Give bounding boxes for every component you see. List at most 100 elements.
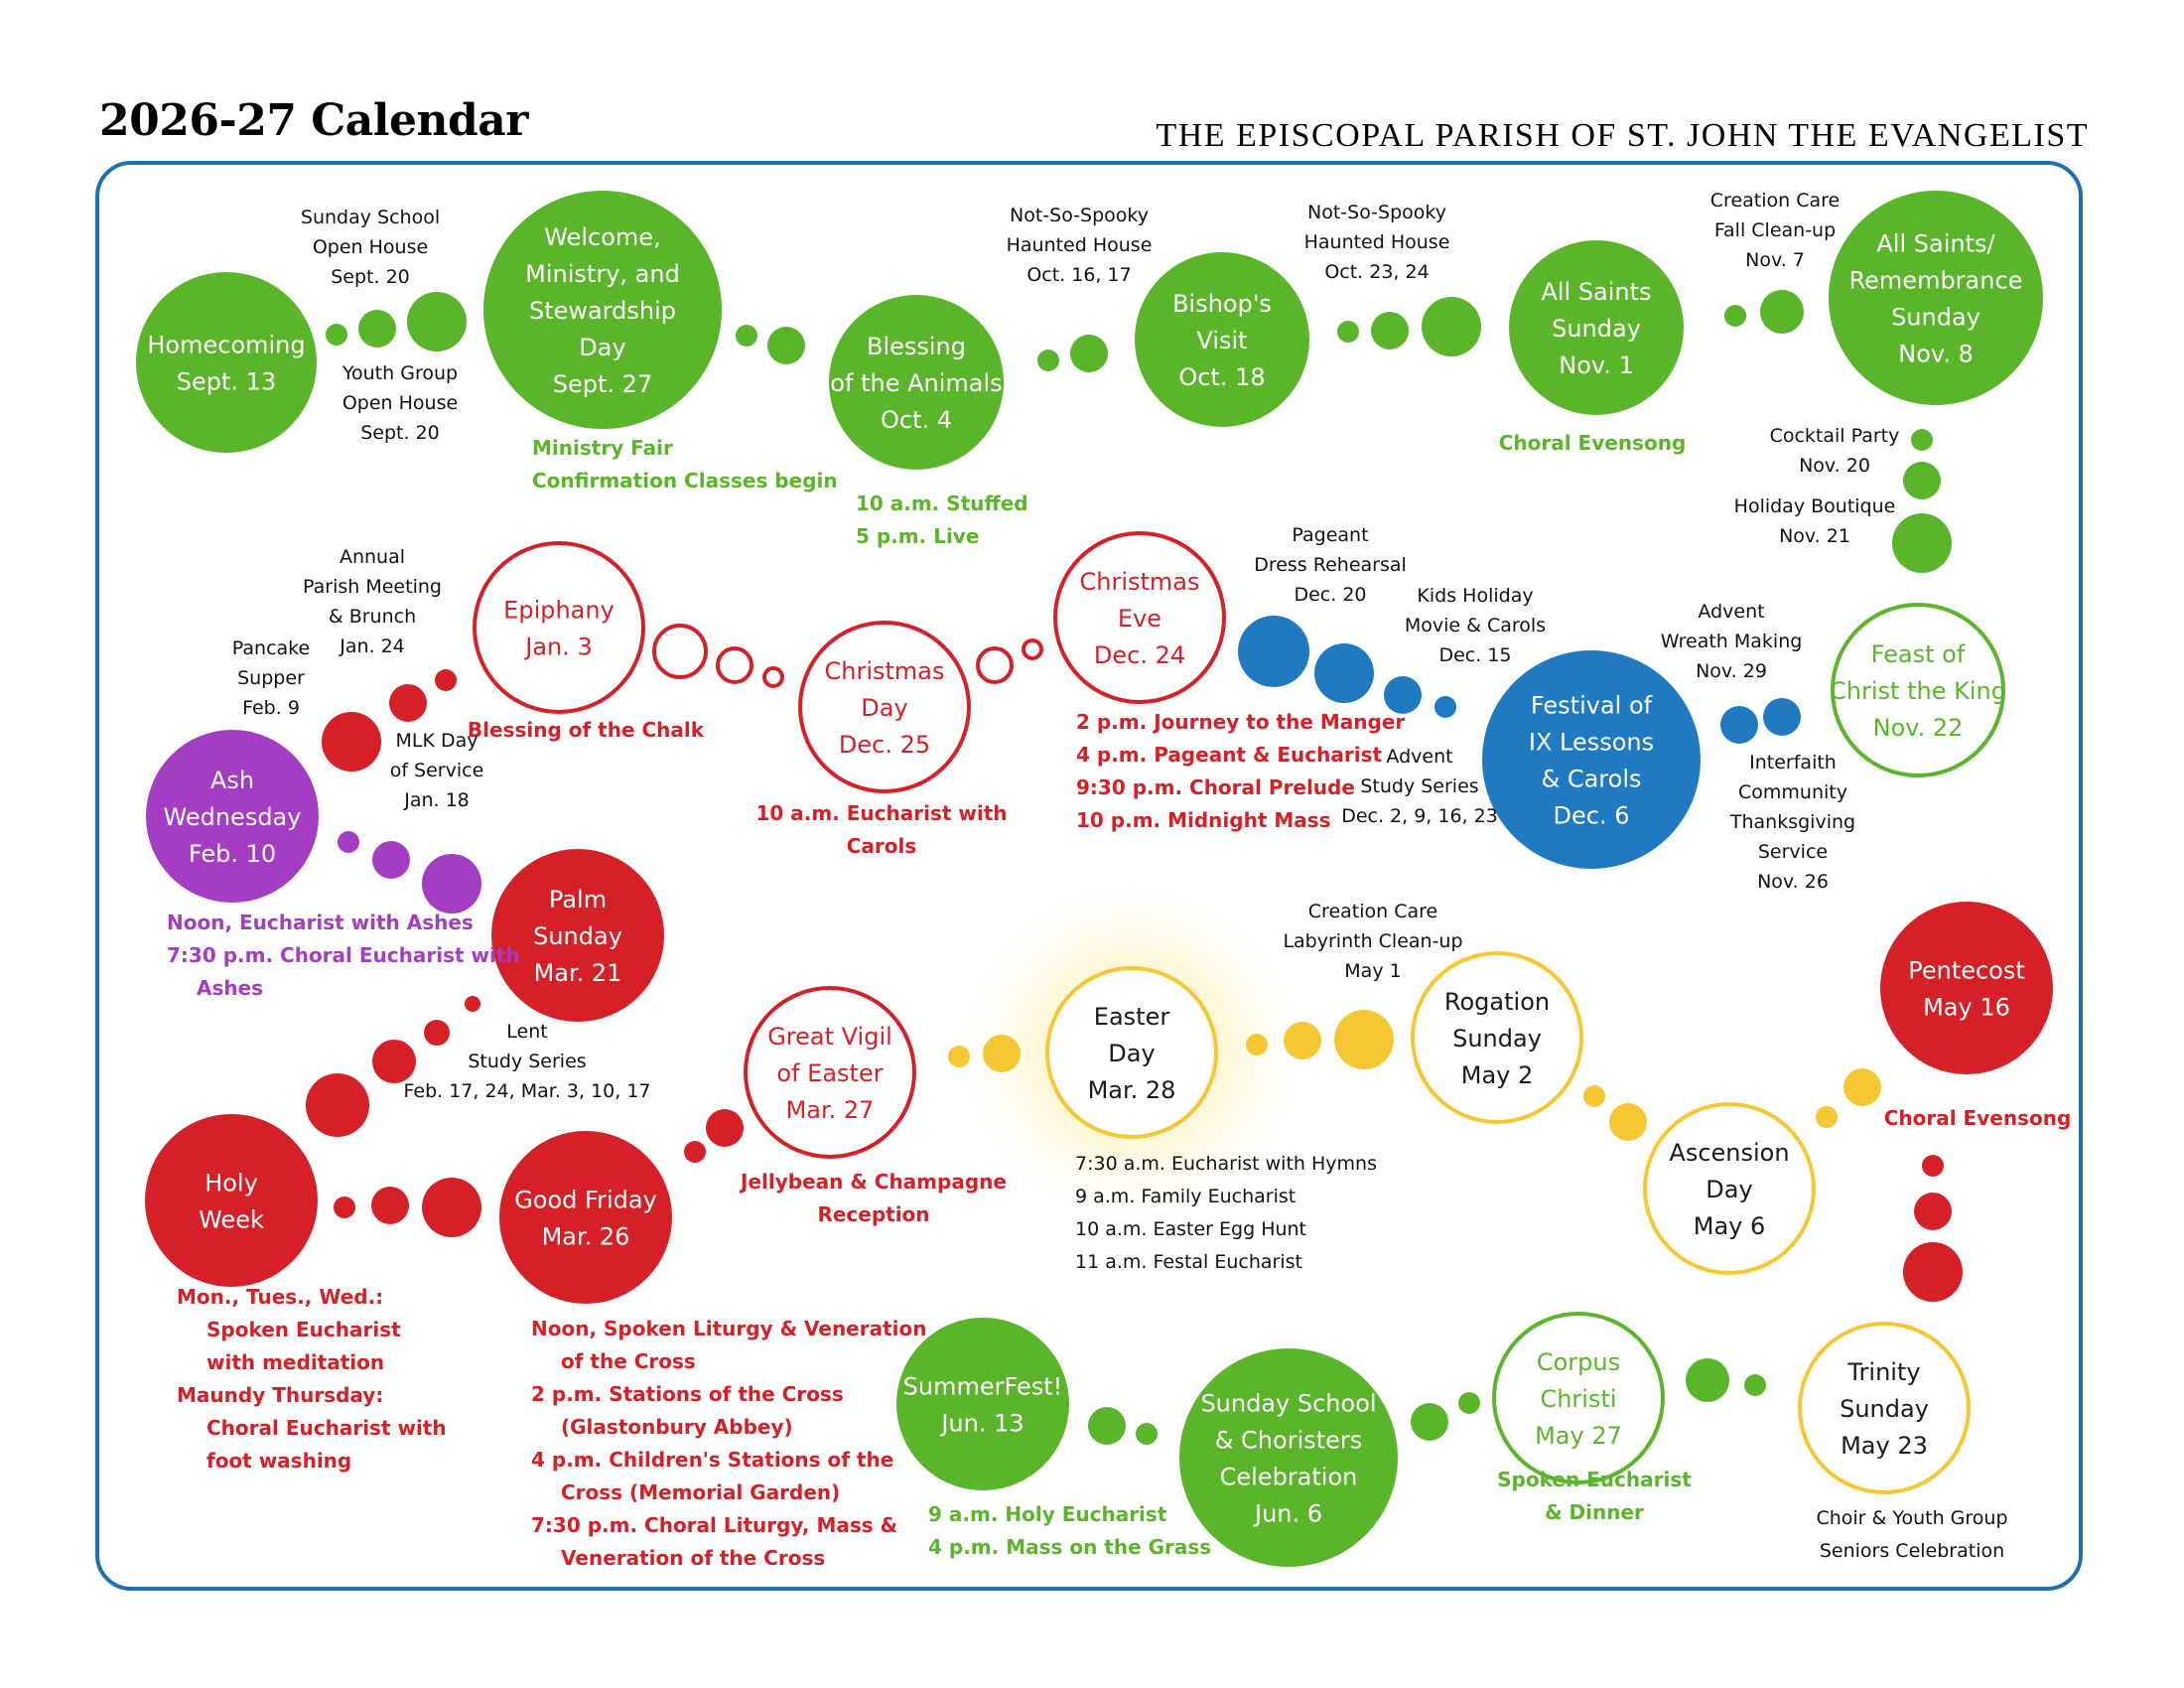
event-label-line: Sunday School [1200,1390,1376,1418]
note-mlk-day: MLK Day of Service Jan. 18 [390,730,484,811]
event-bubble [1411,951,1583,1124]
note-holiday-boutique: Holiday Boutique Nov. 21 [1734,495,1896,547]
event-bubble [1880,902,2053,1074]
connector-dot [1434,696,1456,718]
event-label-line: Sept. 27 [553,370,652,398]
event-rogation-sunday: Rogation Sunday May 2 [1411,951,1583,1124]
event-label-line: Sunday [1552,315,1641,343]
note-creation-care-labyrinth: Creation Care Labyrinth Clean-up May 1 [1283,901,1462,982]
note-line: Jan. 18 [403,789,470,811]
note-line: Movie & Carols [1405,615,1546,636]
connector-dot [1609,1103,1647,1141]
event-all-saints-remembrance: All Saints/Remembrance Sunday Nov. 8 [1829,191,2043,405]
note-line: Holiday Boutique [1734,495,1896,517]
event-easter-day: Easter Day Mar. 28 [1045,966,1218,1139]
event-label-line: IX Lessons [1529,729,1654,757]
note-blessing-chalk: Blessing of the Chalk [468,718,705,742]
event-label-line: Oct. 4 [881,406,952,434]
event-label-line: Dec. 24 [1094,641,1185,669]
note-line: 2 p.m. Stations of the Cross [531,1382,844,1406]
note-pageant-rehearsal: Pageant Dress Rehearsal Dec. 20 [1254,524,1407,606]
note-ash-wed-times: Noon, Eucharist with Ashes 7:30 p.m. Chor… [167,911,520,1000]
connector-dot [736,325,757,347]
note-line: of the Cross [561,1349,696,1373]
parish-name: THE EPISCOPAL PARISH OF ST. JOHN THE EVA… [1156,117,2089,154]
connector-dot [424,1020,450,1046]
connector-dot [1334,1010,1394,1069]
note-line: Service [1758,841,1828,863]
event-label-line: Corpus [1537,1348,1620,1376]
note-line: 4 p.m. Children's Stations of the [531,1448,893,1472]
note-choir-youth-seniors: Choir & Youth Group Seniors Celebration [1816,1507,2007,1562]
connector-dot [716,646,753,684]
note-line: Wreath Making [1661,631,1803,652]
note-line: Blessing of the Chalk [468,718,705,742]
event-label-line: Oct. 18 [1178,363,1265,391]
note-line: Reception [817,1202,929,1226]
note-line: Feb. 9 [242,697,300,719]
note-line: Ashes [197,976,263,1000]
event-label-line: SummerFest! [903,1373,1063,1401]
connector-dot [684,1141,706,1163]
note-lent-study: Lent Study Series Feb. 17, 24, Mar. 3, 10,… [403,1021,650,1102]
event-label-line: Celebration [1220,1464,1358,1491]
connector-dot [1458,1392,1480,1414]
note-line: Interfaith [1749,752,1837,774]
connector-dot [1371,312,1409,350]
note-line: Jan. 24 [339,635,405,657]
event-bubble [1509,240,1684,415]
note-good-friday-times: Noon, Spoken Liturgy & Veneration of the … [531,1317,927,1570]
event-bubble [1798,1322,1971,1494]
note-cocktail-party: Cocktail Party Nov. 20 [1770,425,1900,477]
note-line: 4 p.m. Pageant & Eucharist [1076,743,1382,767]
note-line: Choral Evensong [1499,431,1687,455]
event-label-line: Sunday [1891,304,1980,332]
note-line: Spoken Eucharist [206,1318,401,1341]
event-label-line: Sunday [1840,1395,1929,1423]
connector-dot [371,1187,409,1224]
event-label-line: Stewardship [529,297,676,325]
note-line: foot washing [206,1449,351,1473]
note-line: 9 a.m. Holy Eucharist [928,1502,1167,1526]
note-interfaith-thanksgiving: Interfaith Community Thanksgiving Service No… [1729,752,1855,893]
note-line: Thanksgiving [1729,811,1855,833]
note-line: Kids Holiday [1417,585,1533,607]
note-creation-care-fall: Creation Care Fall Clean-up Nov. 7 [1710,190,1840,271]
note-corpus-christi-dinner: Spoken Eucharist & Dinner [1497,1468,1692,1524]
event-label-line: May 27 [1535,1422,1622,1450]
connector-dot [422,1178,481,1237]
note-line: 10 a.m. Stuffed [856,492,1028,515]
event-bubble [744,986,916,1159]
note-line: Dec. 2, 9, 16, 23 [1341,805,1498,827]
event-label-line: Ascension [1669,1139,1789,1167]
connector-dot [706,1109,744,1147]
event-label-line: Mar. 28 [1088,1076,1176,1104]
event-label-line: Dec. 6 [1554,802,1630,830]
connector-dot [422,854,481,914]
note-line: Nov. 29 [1696,660,1767,682]
event-christmas-day: Christmas Day Dec. 25 [798,621,971,793]
event-bubble [1045,966,1218,1139]
event-label-line: Jan. 3 [523,633,593,661]
event-label-line: Easter [1094,1003,1170,1031]
note-line: Veneration of the Cross [561,1546,825,1570]
event-label-line: All Saints [1541,278,1651,306]
note-line: Dec. 20 [1294,584,1366,606]
connector-dot [1903,1242,1963,1302]
note-line: Spoken Eucharist [1497,1468,1692,1491]
event-bubble [145,1114,318,1287]
event-feast-christ-king: Feast of Christ the King Nov. 22 [1830,603,2006,777]
note-line: Nov. 26 [1757,871,1829,893]
event-label-line: Sunday [533,922,622,950]
event-label-line: Good Friday [514,1187,657,1214]
note-easter-times: 7:30 a.m. Eucharist with Hymns 9 a.m. Fam… [1075,1153,1377,1273]
event-label-line: Feast of [1871,640,1966,668]
event-label-line: Sunday [1452,1025,1542,1053]
note-line: Mon., Tues., Wed.: [177,1285,383,1309]
note-holy-week-times: Mon., Tues., Wed.: Spoken Eucharist with m… [177,1285,447,1473]
connector-dot [322,712,381,772]
connector-dot [1384,676,1422,714]
connector-dot [407,292,467,352]
note-line: Not-So-Spooky [1307,202,1446,223]
note-line: 5 p.m. Live [856,524,979,548]
